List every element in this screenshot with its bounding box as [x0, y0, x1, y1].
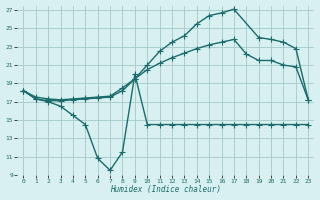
X-axis label: Humidex (Indice chaleur): Humidex (Indice chaleur) — [110, 185, 221, 194]
